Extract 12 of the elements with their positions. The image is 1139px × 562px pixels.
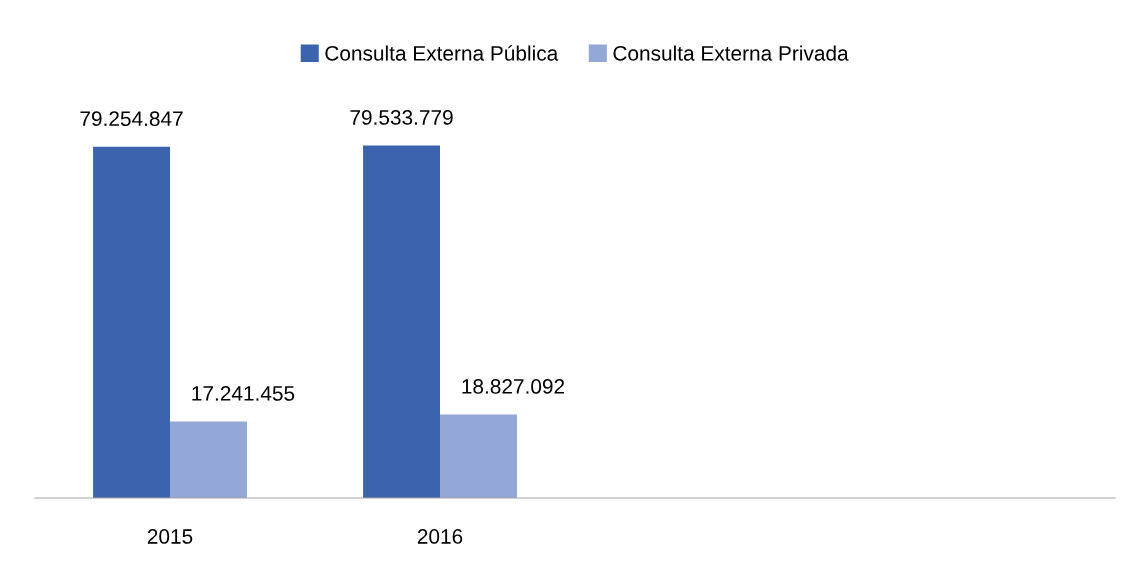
x-tick-label: 2016 <box>417 529 463 544</box>
bar <box>93 146 170 498</box>
x-tick-label: 2015 <box>147 529 193 544</box>
data-label: 79.254.847 <box>80 111 183 127</box>
bar <box>440 414 517 498</box>
data-label: 79.533.779 <box>350 110 453 125</box>
legend-label: Consulta Externa Pública <box>325 45 559 61</box>
legend-label: Consulta Externa Privada <box>613 45 849 61</box>
bar <box>363 145 440 498</box>
data-label: 17.241.455 <box>192 386 295 401</box>
bar <box>170 421 247 498</box>
data-label: 18.827.092 <box>462 379 565 394</box>
